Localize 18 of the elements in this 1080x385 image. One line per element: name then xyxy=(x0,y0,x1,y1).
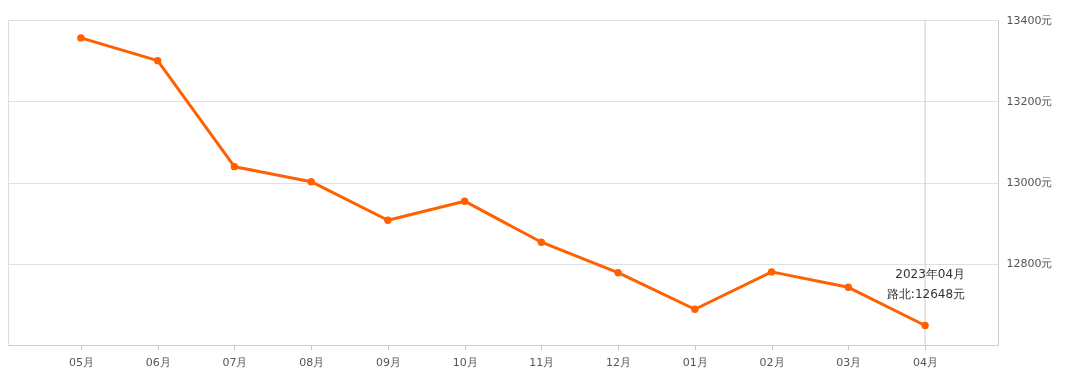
annotation: 2023年04月 xyxy=(895,266,966,281)
y-tick-label: 13400元 xyxy=(1006,13,1053,27)
annotation: 路北:12648元 xyxy=(886,286,966,301)
y-tick-label: 13200元 xyxy=(1006,94,1053,108)
x-tick-label: 04月 xyxy=(913,355,939,369)
x-tick-label: 12月 xyxy=(606,355,632,369)
x-tick-label: 05月 xyxy=(68,355,94,369)
x-tick-label: 01月 xyxy=(682,355,708,369)
x-tick-label: 07月 xyxy=(222,355,248,369)
y-tick-label: 12800元 xyxy=(1006,257,1053,271)
x-tick-label: 09月 xyxy=(375,355,401,369)
x-tick-label: 10月 xyxy=(452,355,478,369)
x-tick-label: 11月 xyxy=(529,355,555,369)
x-tick-label: 03月 xyxy=(836,355,862,369)
x-tick-label: 08月 xyxy=(299,355,325,369)
x-tick-label: 06月 xyxy=(145,355,171,369)
y-tick-label: 13000元 xyxy=(1006,176,1053,189)
x-tick-label: 02月 xyxy=(759,355,785,369)
